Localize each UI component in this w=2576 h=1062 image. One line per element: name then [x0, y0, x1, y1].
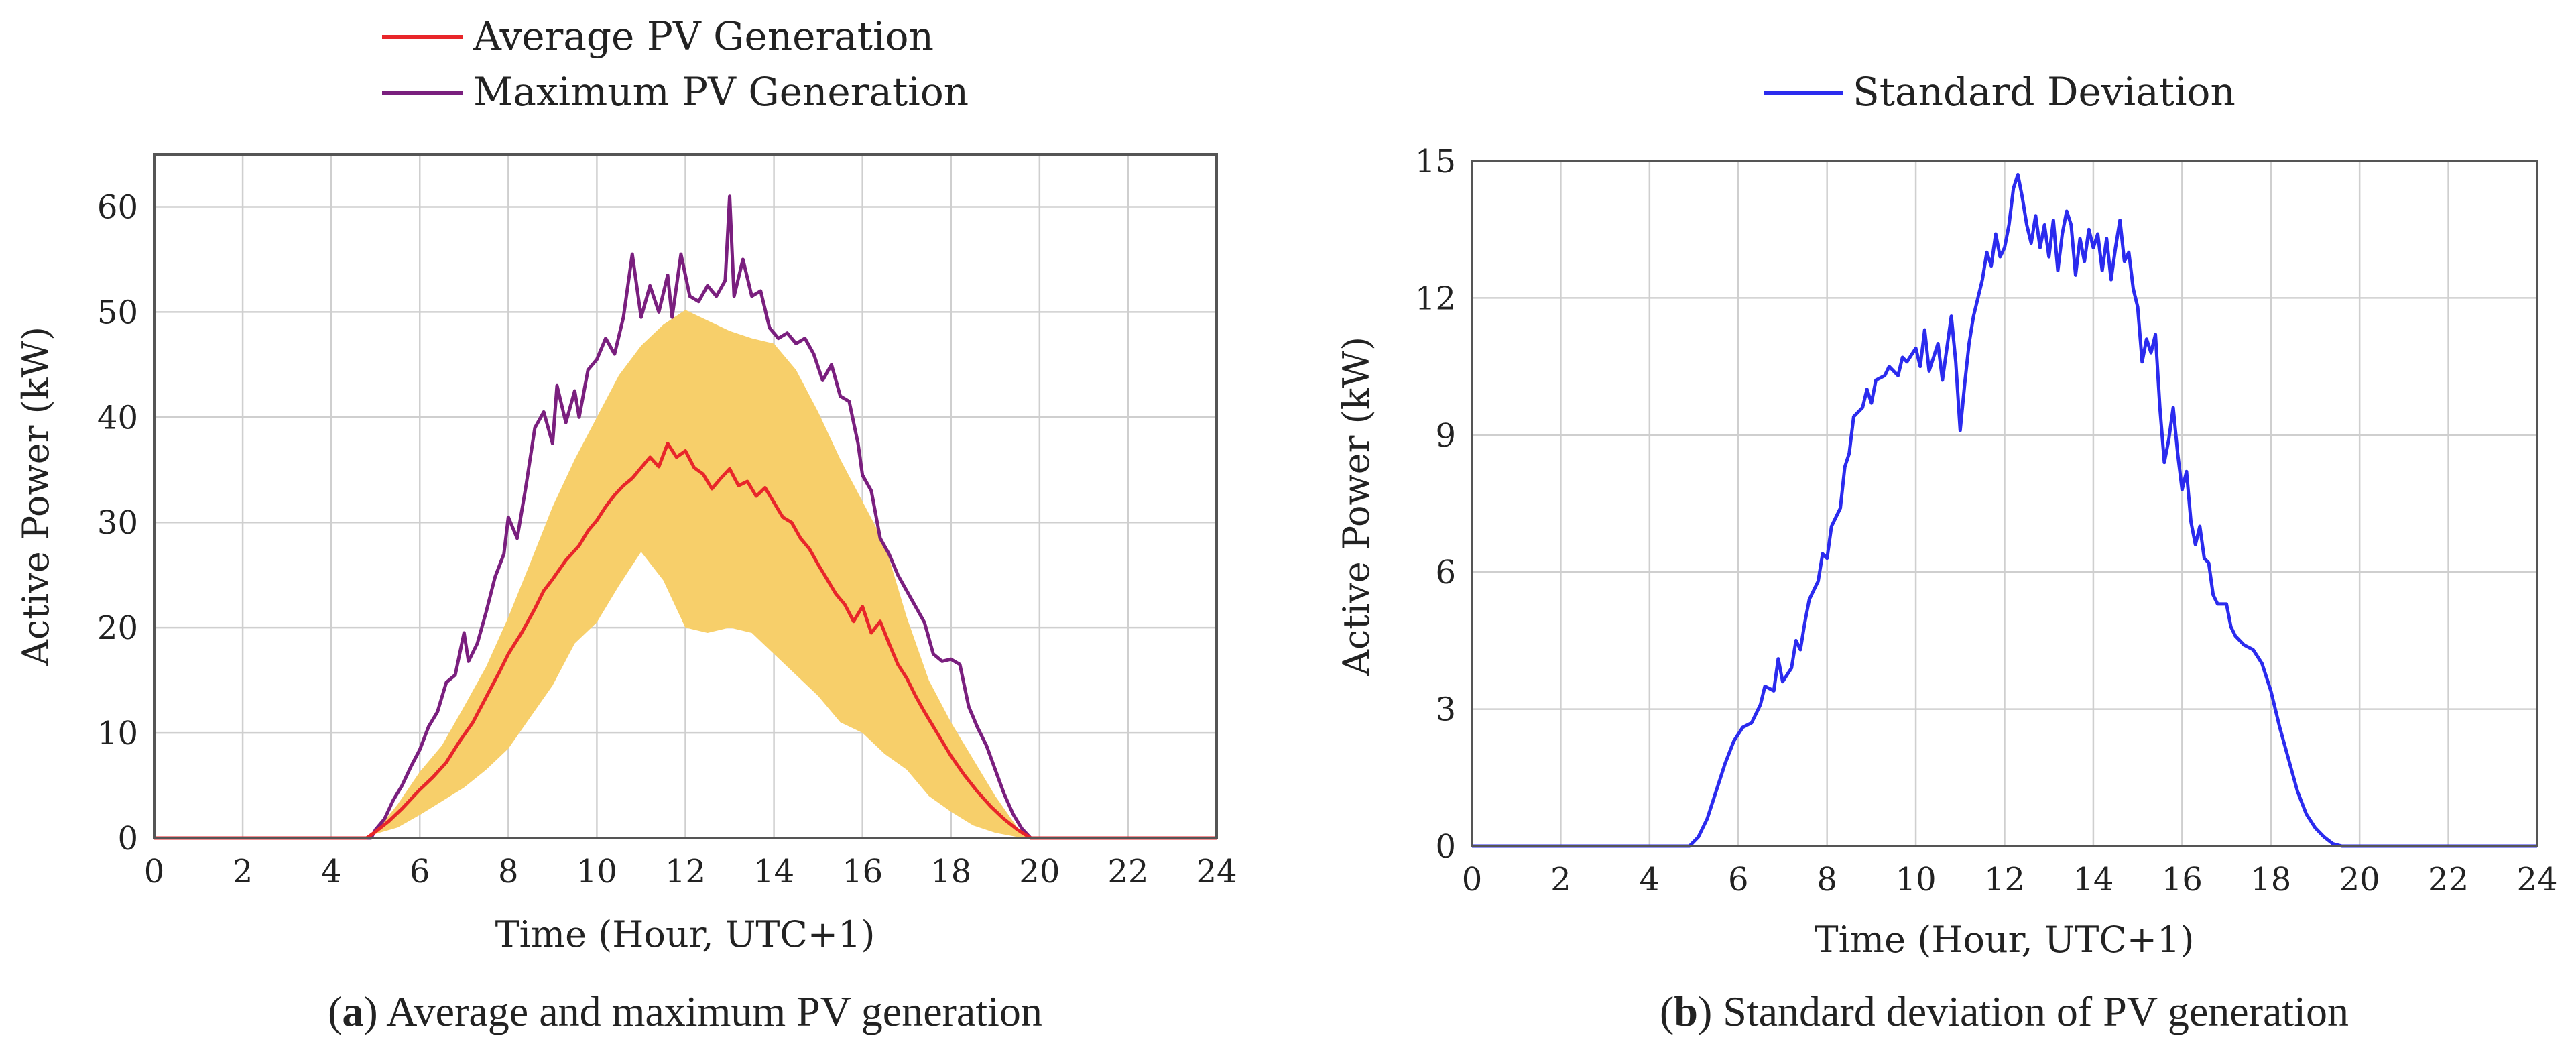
panel-b-series-std — [1472, 172, 2537, 848]
panel-b-x-axis-title: Time (Hour, UTC+1) — [1815, 919, 2195, 961]
b-x-tick-label: 8 — [1817, 861, 1837, 898]
a-y-tick-label: 40 — [97, 399, 138, 436]
b-y-tick-label: 3 — [1435, 691, 1456, 729]
a-y-tick-label: 0 — [117, 820, 138, 858]
b-x-tick-label: 12 — [1984, 861, 2025, 898]
a-x-tick-label: 0 — [144, 853, 165, 890]
a-y-tick-label: 30 — [97, 504, 138, 542]
panel-b: Standard Deviation 0 2 4 6 8 10 12 14 16 18 20 22 24… — [1335, 69, 2558, 1035]
a-x-tick-label: 18 — [930, 853, 971, 890]
panel-b-caption: (b) Standard deviation of PV generation — [1660, 988, 2349, 1035]
panel-b-grid — [1471, 160, 2538, 847]
panel-b-caption-letter: b — [1674, 988, 1698, 1035]
a-y-tick-label: 10 — [97, 715, 138, 752]
panel-a-legend-label-average: Average PV Generation — [473, 13, 934, 59]
panel-a-y-axis-title: Active Power (kW) — [15, 327, 57, 666]
panel-a-legend: Average PV Generation Maximum PV Generat… — [382, 13, 969, 115]
a-x-tick-label: 20 — [1019, 853, 1060, 890]
a-y-tick-label: 20 — [97, 609, 138, 647]
panel-a-spread-band — [362, 310, 1031, 838]
b-y-tick-label: 9 — [1435, 417, 1456, 455]
panel-b-caption-text: ) Standard deviation of PV generation — [1698, 988, 2349, 1035]
b-x-tick-label: 6 — [1728, 861, 1749, 898]
b-y-tick-label: 12 — [1415, 280, 1456, 317]
a-x-tick-label: 12 — [665, 853, 706, 890]
b-x-tick-label: 0 — [1462, 861, 1483, 898]
panel-a-caption-text: ) Average and maximum PV generation — [363, 988, 1042, 1035]
b-x-tick-label: 18 — [2250, 861, 2291, 898]
a-x-tick-label: 10 — [576, 853, 617, 890]
panel-a-caption-letter: a — [342, 988, 363, 1035]
a-x-tick-label: 2 — [233, 853, 253, 890]
panel-b-legend-label-std: Standard Deviation — [1853, 69, 2235, 115]
b-x-tick-label: 2 — [1550, 861, 1571, 898]
panel-a-caption: (a) Average and maximum PV generation — [328, 988, 1042, 1035]
panel-b-y-ticks: 0 3 6 9 12 15 — [1415, 143, 1456, 866]
a-x-tick-label: 4 — [321, 853, 342, 890]
panel-a-y-ticks: 0 10 20 30 40 50 60 — [97, 188, 138, 858]
panel-a: Average PV Generation Maximum PV Generat… — [15, 13, 1237, 1035]
b-x-tick-label: 10 — [1896, 861, 1937, 898]
b-x-tick-label: 22 — [2428, 861, 2469, 898]
panel-a-legend-label-maximum: Maximum PV Generation — [473, 69, 969, 115]
a-y-tick-label: 60 — [97, 188, 138, 226]
b-x-tick-label: 24 — [2516, 861, 2557, 898]
b-x-tick-label: 16 — [2162, 861, 2203, 898]
b-y-tick-label: 15 — [1415, 143, 1456, 180]
panel-a-x-axis-title: Time (Hour, UTC+1) — [495, 913, 875, 955]
a-x-tick-label: 8 — [498, 853, 519, 890]
b-x-tick-label: 14 — [2073, 861, 2113, 898]
b-y-tick-label: 0 — [1435, 828, 1456, 866]
panel-b-plot-frame — [1471, 160, 2538, 847]
panel-b-legend: Standard Deviation — [1764, 69, 2235, 115]
panel-a-series-average — [154, 442, 1217, 840]
a-y-tick-label: 50 — [97, 294, 138, 331]
panel-a-series-maximum — [154, 194, 1217, 840]
panel-b-x-ticks: 0 2 4 6 8 10 12 14 16 18 20 22 24 — [1462, 861, 2558, 898]
a-x-tick-label: 16 — [842, 853, 883, 890]
panel-a-x-ticks: 0 2 4 6 8 10 12 14 16 18 20 22 24 — [144, 853, 1237, 890]
panel-a-plot-frame — [153, 153, 1218, 839]
a-x-tick-label: 24 — [1196, 853, 1237, 890]
a-x-tick-label: 14 — [753, 853, 794, 890]
a-x-tick-label: 22 — [1107, 853, 1148, 890]
panel-b-y-axis-title: Active Power (kW) — [1335, 337, 1377, 676]
b-y-tick-label: 6 — [1435, 554, 1456, 591]
a-x-tick-label: 6 — [410, 853, 430, 890]
b-x-tick-label: 20 — [2339, 861, 2380, 898]
b-x-tick-label: 4 — [1640, 861, 1660, 898]
